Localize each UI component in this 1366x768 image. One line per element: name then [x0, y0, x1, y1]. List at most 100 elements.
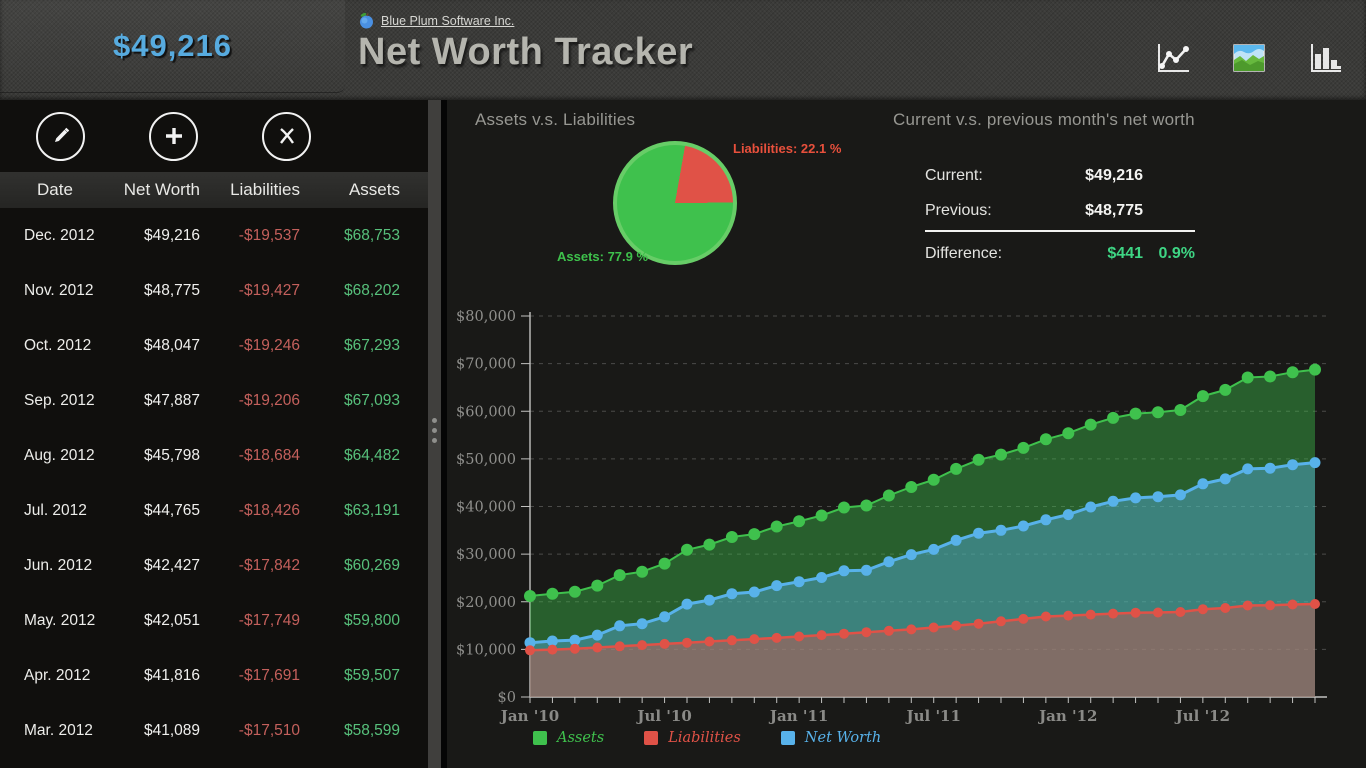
svg-text:$0: $0 [498, 690, 516, 706]
previous-value: $48,775 [1085, 201, 1143, 219]
row-assets: $60,269 [343, 556, 400, 574]
bar-chart-view-button[interactable] [1306, 40, 1344, 76]
plum-icon [360, 12, 373, 29]
table-row[interactable]: Apr. 2012 $41,816 -$17,691 $59,507 [0, 648, 428, 703]
svg-text:Jul '11: Jul '11 [905, 707, 961, 725]
row-date: Oct. 2012 [24, 336, 92, 354]
legend-label: Net Worth [804, 730, 882, 746]
svg-text:Jul '12: Jul '12 [1174, 707, 1230, 725]
row-assets: $63,191 [343, 501, 400, 519]
panel-splitter[interactable] [428, 100, 441, 768]
legend-swatch-icon [644, 731, 659, 745]
legend-item-liabilities[interactable]: Liabilities [644, 730, 741, 746]
row-date: May. 2012 [24, 611, 96, 629]
table-row[interactable]: Nov. 2012 $48,775 -$19,427 $68,202 [0, 263, 428, 318]
delete-record-button[interactable] [262, 111, 311, 161]
col-header-liabilities: Liabilities [230, 180, 300, 199]
row-liabilities: -$19,246 [238, 336, 300, 354]
table-row[interactable]: Oct. 2012 $48,047 -$19,246 $67,293 [0, 318, 428, 373]
svg-text:$80,000: $80,000 [456, 309, 516, 325]
row-assets: $58,599 [343, 721, 400, 739]
brand-block: Blue Plum Software Inc. Net Worth Tracke… [358, 12, 693, 74]
legend-label: Assets [557, 730, 605, 746]
table-row[interactable]: Dec. 2012 $49,216 -$19,537 $68,753 [0, 208, 428, 263]
legend-swatch-icon [780, 731, 795, 745]
current-label: Current: [925, 166, 983, 184]
table-header-row: Date Net Worth Liabilities Assets [0, 172, 428, 208]
difference-label: Difference: [925, 244, 1003, 262]
legend-item-net-worth[interactable]: Net Worth [780, 730, 882, 746]
row-liabilities: -$17,691 [238, 666, 300, 684]
legend-item-assets[interactable]: Assets [533, 730, 604, 746]
svg-text:Jan '11: Jan '11 [768, 707, 828, 725]
row-liabilities: -$19,427 [238, 281, 300, 299]
add-record-button[interactable] [149, 111, 198, 161]
record-actions [0, 106, 428, 166]
difference-percent: 0.9% [1158, 244, 1195, 262]
company-link[interactable]: Blue Plum Software Inc. [381, 13, 515, 28]
col-header-assets: Assets [348, 180, 400, 199]
row-liabilities: -$17,510 [238, 721, 300, 739]
line-chart-icon [1158, 44, 1189, 72]
row-net-worth: $47,887 [143, 391, 200, 409]
row-date: Jun. 2012 [24, 556, 93, 574]
legend-swatch-icon [533, 731, 547, 745]
comparison-block: Current: $49,216 Previous: $48,775 Diffe… [925, 158, 1195, 271]
legend-label: Liabilities [668, 730, 741, 746]
line-chart-view-button[interactable] [1154, 40, 1192, 76]
svg-text:$10,000: $10,000 [456, 642, 516, 658]
row-net-worth: $49,216 [143, 226, 200, 244]
table-row[interactable]: Mar. 2012 $41,089 -$17,510 $58,599 [0, 703, 428, 758]
records-panel: Date Net Worth Liabilities Assets Dec. 2… [0, 100, 428, 768]
row-net-worth: $41,089 [143, 721, 200, 739]
net-worth-summary-tile: $49,216 [0, 0, 345, 93]
table-row[interactable]: Aug. 2012 $45,798 -$18,684 $64,482 [0, 428, 428, 483]
current-value: $49,216 [1085, 166, 1143, 184]
row-assets: $67,293 [343, 336, 400, 354]
assets-liabilities-pie [613, 141, 737, 265]
plus-icon [165, 128, 182, 144]
svg-text:$60,000: $60,000 [456, 404, 516, 420]
x-icon [279, 128, 294, 144]
row-net-worth: $42,051 [143, 611, 200, 629]
svg-text:$40,000: $40,000 [456, 500, 516, 516]
row-date: Aug. 2012 [24, 446, 95, 464]
difference-row: Difference: $441 0.9% [925, 236, 1195, 271]
area-chart-icon [1233, 44, 1265, 72]
row-liabilities: -$17,749 [238, 611, 300, 629]
col-header-date: Date [37, 180, 73, 199]
row-liabilities: -$19,537 [238, 226, 300, 244]
previous-label: Previous: [925, 201, 992, 219]
row-net-worth: $45,798 [143, 446, 200, 464]
edit-record-button[interactable] [36, 111, 85, 161]
row-liabilities: -$18,684 [238, 446, 300, 464]
row-assets: $67,093 [343, 391, 400, 409]
row-assets: $64,482 [343, 446, 400, 464]
chart-legend: Assets Liabilities Net Worth [533, 730, 881, 746]
row-assets: $59,800 [343, 611, 400, 629]
difference-value: $441 [1107, 244, 1143, 262]
area-chart-view-button[interactable] [1230, 40, 1268, 76]
table-row[interactable]: Jun. 2012 $42,427 -$17,842 $60,269 [0, 538, 428, 593]
row-assets: $68,202 [343, 281, 400, 299]
view-switcher [1154, 40, 1344, 76]
table-row[interactable]: May. 2012 $42,051 -$17,749 $59,800 [0, 593, 428, 648]
svg-text:$70,000: $70,000 [456, 357, 516, 373]
svg-text:$50,000: $50,000 [456, 452, 516, 468]
svg-text:$30,000: $30,000 [456, 547, 516, 563]
svg-text:$20,000: $20,000 [456, 595, 516, 611]
comparison-section-title: Current v.s. previous month's net worth [893, 110, 1195, 129]
table-row[interactable]: Jul. 2012 $44,765 -$18,426 $63,191 [0, 483, 428, 538]
svg-text:Jan '10: Jan '10 [499, 707, 559, 725]
row-date: Apr. 2012 [24, 666, 91, 684]
row-date: Sep. 2012 [24, 391, 95, 409]
table-row[interactable]: Sep. 2012 $47,887 -$19,206 $67,093 [0, 373, 428, 428]
net-worth-table-body: Dec. 2012 $49,216 -$19,537 $68,753 Nov. 2012… [0, 208, 428, 768]
row-net-worth: $48,775 [143, 281, 200, 299]
row-date: Nov. 2012 [24, 281, 94, 299]
pencil-icon [54, 127, 69, 142]
row-net-worth: $48,047 [143, 336, 200, 354]
charts-panel: Assets v.s. Liabilities Liabilities: 22.… [447, 100, 1366, 768]
row-net-worth: $41,816 [143, 666, 200, 684]
